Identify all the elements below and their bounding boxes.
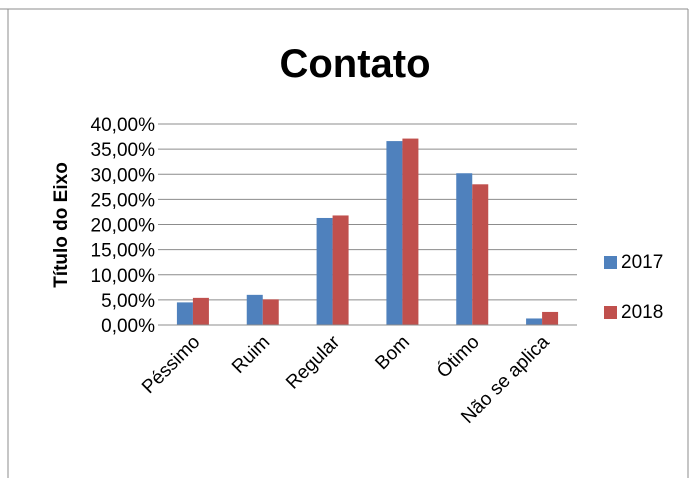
y-tick-label: 0,00% — [101, 316, 155, 337]
y-tick-labels: 0,00% 5,00% 10,00% 15,00% 20,00% 25,00% 30,00%… — [91, 115, 156, 337]
bar-2018-0 — [192, 297, 209, 325]
bar-2017-4 — [456, 173, 473, 325]
legend-label: 2018 — [621, 302, 663, 323]
bar-2017-2 — [316, 217, 333, 325]
bar-2017-0 — [176, 302, 193, 325]
legend-label: 2017 — [621, 252, 663, 273]
bar-2017-1 — [246, 294, 263, 325]
x-tick-label: Ótimo — [432, 331, 483, 382]
x-tick-label: Bom — [371, 332, 413, 374]
gridlines — [158, 123, 577, 301]
bar-2017-5 — [526, 318, 543, 325]
x-tick-label: Ruim — [228, 332, 274, 378]
bar-2018-4 — [472, 184, 489, 325]
legend-swatch-2018 — [604, 306, 617, 319]
legend: 2017 2018 — [604, 252, 663, 323]
bar-2018-3 — [402, 138, 419, 325]
y-axis-label: Título do Eixo — [51, 162, 72, 288]
y-tick-label: 5,00% — [101, 291, 155, 312]
y-tick-label: 15,00% — [91, 241, 156, 262]
y-tick-label: 40,00% — [91, 115, 156, 136]
legend-swatch-2017 — [604, 256, 617, 269]
x-tick-label: Péssimo — [138, 332, 204, 398]
bars — [176, 138, 559, 325]
chart-title: Contato — [279, 42, 430, 86]
y-tick-label: 10,00% — [91, 266, 156, 287]
x-tick-label: Regular — [282, 331, 344, 393]
y-tick-label: 35,00% — [91, 140, 156, 161]
y-tick-label: 30,00% — [91, 165, 156, 186]
bar-2018-5 — [542, 311, 559, 325]
bar-2017-3 — [386, 141, 403, 325]
bar-2018-2 — [332, 215, 349, 325]
y-tick-label: 20,00% — [91, 216, 156, 237]
y-tick-label: 25,00% — [91, 190, 156, 211]
bar-2018-1 — [262, 299, 279, 325]
